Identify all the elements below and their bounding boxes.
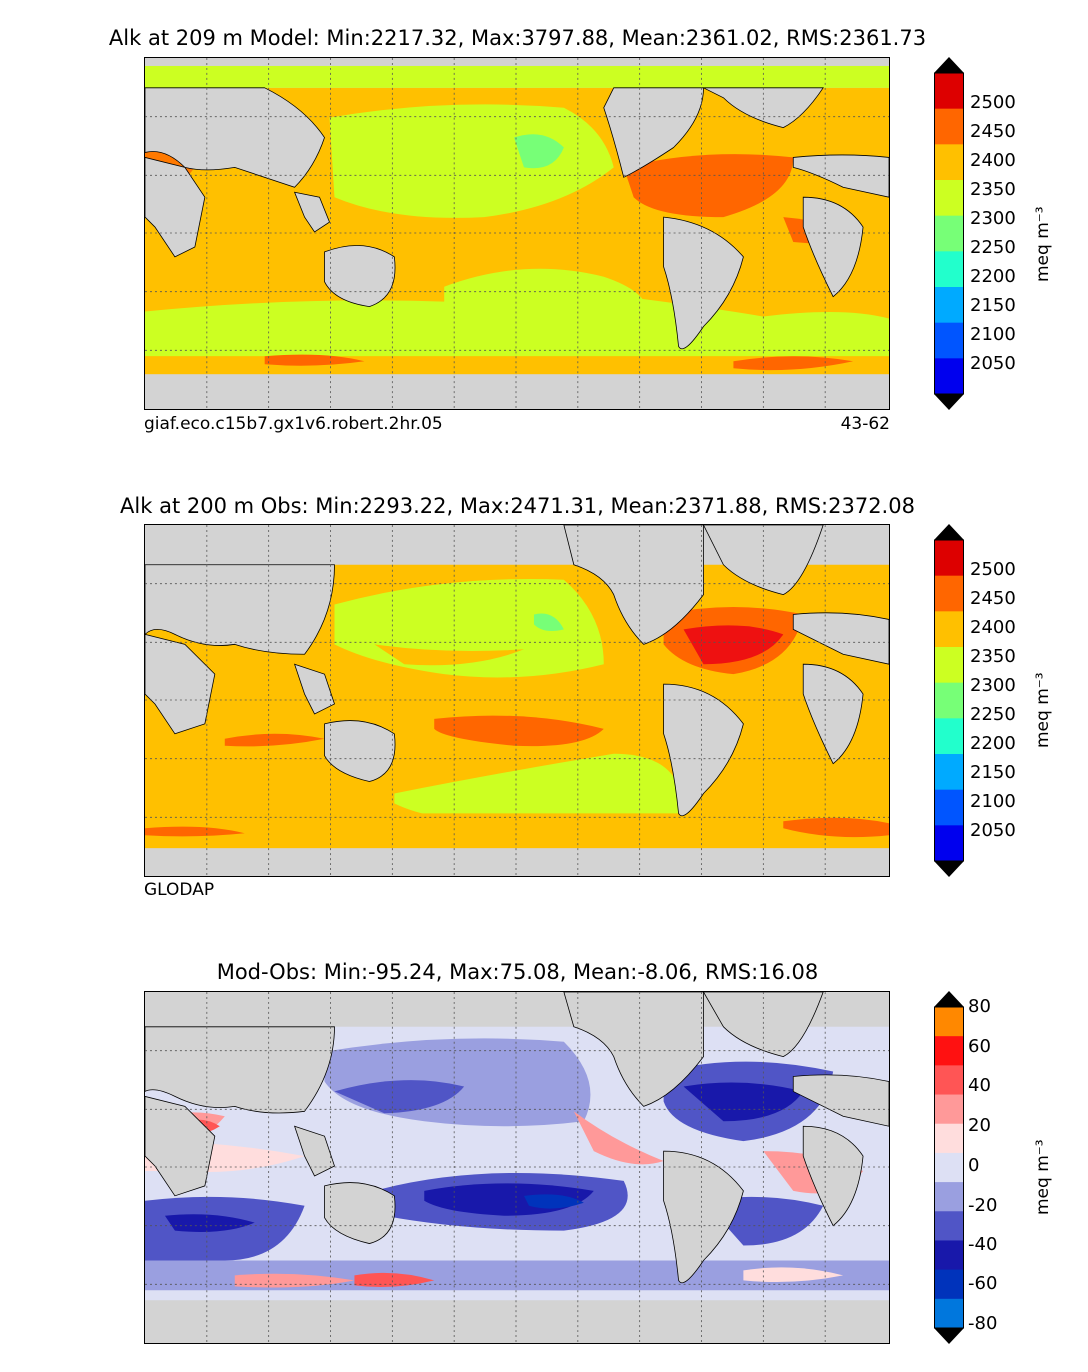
colorbar-segment <box>934 1152 964 1183</box>
cb1-tick-2200: 2200 <box>970 266 1016 287</box>
cb1-tick-2500: 2500 <box>970 92 1016 113</box>
colorbar-border <box>934 1006 964 1329</box>
panel-2-title: Alk at 200 m Obs: Min:2293.22, Max:2471.… <box>120 494 915 518</box>
cb2-tick-2350: 2350 <box>970 646 1016 667</box>
model-alkalinity-map <box>144 57 890 410</box>
panel-2-colorbar <box>934 524 964 877</box>
colorbar-segment <box>934 215 964 252</box>
colorbar-bottom-cap <box>934 1328 964 1344</box>
cb3-tick-20: 20 <box>968 1115 991 1136</box>
colorbar-segment <box>934 682 964 719</box>
colorbar-segment <box>934 718 964 755</box>
colorbar-segment <box>934 144 964 181</box>
colorbar-segment <box>934 287 964 324</box>
colorbar-border <box>934 539 964 862</box>
cb2-tick-2300: 2300 <box>970 675 1016 696</box>
colorbar-top-cap <box>934 991 964 1007</box>
cb3-tick-60: 60 <box>968 1036 991 1057</box>
colorbar-segment <box>934 73 964 110</box>
cb3-tick-80: 80 <box>968 996 991 1017</box>
colorbar-segment <box>934 322 964 359</box>
colorbar-segment <box>934 1065 964 1096</box>
colorbar-segment <box>934 358 964 395</box>
colorbar-segment <box>934 647 964 684</box>
colorbar-segment <box>934 611 964 648</box>
cb3-tick-0: 0 <box>968 1155 980 1176</box>
colorbar-segment <box>934 754 964 791</box>
cb2-tick-2100: 2100 <box>970 791 1016 812</box>
cb2-tick-2250: 2250 <box>970 704 1016 725</box>
colorbar-segment <box>934 789 964 826</box>
panel-1-title: Alk at 209 m Model: Min:2217.32, Max:379… <box>108 26 927 50</box>
colorbar-segment <box>934 251 964 288</box>
cb1-tick-2050: 2050 <box>970 353 1016 374</box>
colorbar-segment <box>934 108 964 145</box>
cb3-tick-minus40: -40 <box>968 1234 998 1255</box>
cb3-tick-minus20: -20 <box>968 1195 998 1216</box>
colorbar-segment <box>934 825 964 862</box>
colorbar-border <box>934 72 964 395</box>
observed-alkalinity-map <box>144 524 890 877</box>
panel-2-colorbar-units: meq m⁻³ <box>1033 672 1053 748</box>
difference-map <box>144 991 890 1344</box>
colorbar-segment <box>934 1094 964 1125</box>
colorbar-segment <box>934 1269 964 1300</box>
colorbar-segment <box>934 1298 964 1329</box>
colorbar-segment <box>934 1036 964 1066</box>
cb1-tick-2150: 2150 <box>970 295 1016 316</box>
colorbar-top-cap <box>934 57 964 73</box>
panel-3-colorbar <box>934 991 964 1344</box>
colorbar-segment <box>934 540 964 577</box>
cb3-tick-minus80: -80 <box>968 1313 998 1334</box>
cb1-tick-2250: 2250 <box>970 237 1016 258</box>
colorbar-bottom-cap <box>934 861 964 877</box>
colorbar-top-cap <box>934 524 964 540</box>
panel-1-caption-right: 43-62 <box>840 414 890 434</box>
panel-1-colorbar <box>934 57 964 410</box>
cb2-tick-2500: 2500 <box>970 559 1016 580</box>
panel-1-colorbar-units: meq m⁻³ <box>1033 206 1053 282</box>
colorbar-segment <box>934 575 964 612</box>
colorbar-bottom-cap <box>934 394 964 410</box>
cb1-tick-2100: 2100 <box>970 324 1016 345</box>
cb2-tick-2150: 2150 <box>970 762 1016 783</box>
cb3-tick-minus60: -60 <box>968 1273 998 1294</box>
colorbar-segment <box>934 1211 964 1241</box>
cb1-tick-2350: 2350 <box>970 179 1016 200</box>
cb3-tick-40: 40 <box>968 1075 991 1096</box>
cb2-tick-2050: 2050 <box>970 820 1016 841</box>
colorbar-segment <box>934 1182 964 1212</box>
panel-2-caption-left: GLODAP <box>144 880 215 900</box>
colorbar-segment <box>934 1240 964 1271</box>
cb2-tick-2200: 2200 <box>970 733 1016 754</box>
panel-3-title: Mod-Obs: Min:-95.24, Max:75.08, Mean:-8.… <box>216 960 819 984</box>
panel-1-caption-left: giaf.eco.c15b7.gx1v6.robert.2hr.05 <box>144 414 443 434</box>
cb1-tick-2450: 2450 <box>970 121 1016 142</box>
cb2-tick-2400: 2400 <box>970 617 1016 638</box>
cb2-tick-2450: 2450 <box>970 588 1016 609</box>
cb1-tick-2300: 2300 <box>970 208 1016 229</box>
colorbar-segment <box>934 180 964 217</box>
panel-3-colorbar-units: meq m⁻³ <box>1033 1139 1053 1215</box>
colorbar-segment <box>934 1123 964 1154</box>
cb1-tick-2400: 2400 <box>970 150 1016 171</box>
colorbar-segment <box>934 1007 964 1037</box>
